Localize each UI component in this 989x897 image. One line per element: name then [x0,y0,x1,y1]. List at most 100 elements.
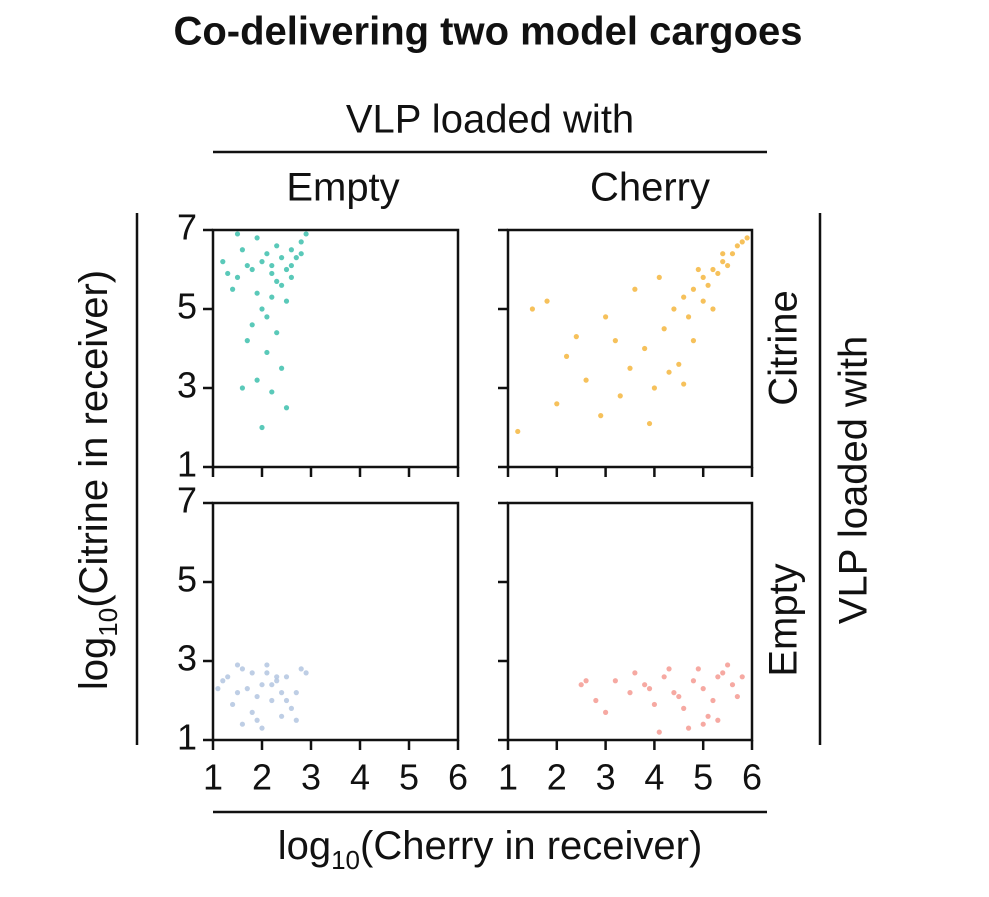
point [583,678,589,684]
y-tick-label: 3 [177,365,197,406]
point [661,326,667,332]
point [632,670,638,676]
point [651,701,658,708]
point [259,725,265,731]
point [225,674,231,680]
x-label-subscript: 10 [331,845,360,875]
point [264,251,270,257]
point [230,701,236,708]
point [234,662,241,668]
y-tick-label: 5 [177,286,197,327]
point [244,686,250,692]
point [671,306,677,312]
point [298,239,304,245]
point [254,377,260,383]
point [279,282,285,288]
point [283,674,290,680]
point [578,682,584,688]
point [279,690,285,696]
point [274,278,280,284]
figure-title: Co-delivering two model cargoes [173,10,802,54]
point [720,670,726,676]
point [573,334,579,340]
point [303,670,309,676]
point [666,666,672,672]
y-tick-label: 7 [177,207,197,248]
point [283,266,290,273]
x-tick-label: 5 [399,757,419,798]
y-axis-label: log10(Citrine in receiver) [72,270,123,690]
point [734,693,740,700]
point [695,266,701,273]
y-tick-label: 3 [177,638,197,679]
point [739,239,745,245]
point [661,674,667,680]
point [705,713,711,719]
point [249,266,255,273]
point [283,405,290,411]
point [715,674,721,680]
point [617,393,623,399]
point [734,243,740,249]
x-tick-label: 3 [301,757,321,798]
point [269,389,275,395]
point [593,697,599,704]
point [705,282,711,288]
point [293,717,299,723]
y-tick-label: 7 [177,480,197,521]
row-label: Empty [762,563,806,676]
point [298,666,304,672]
point [666,369,672,375]
point [239,666,245,672]
point [259,424,265,431]
point [642,345,648,352]
point [676,693,682,700]
point [279,255,285,261]
point [274,674,280,680]
point [264,314,270,320]
point [715,717,721,723]
point [234,231,241,237]
panel [498,228,754,477]
point [642,682,648,688]
point [729,251,736,257]
point [515,428,521,435]
point [725,662,731,668]
point [729,682,736,688]
point [259,682,265,688]
point [269,270,275,277]
point [676,361,682,367]
point [603,709,609,715]
point [646,420,653,427]
point [681,705,687,712]
x-tick-label: 1 [498,757,518,798]
point [244,262,250,269]
point [739,674,745,680]
point [603,314,609,320]
point [612,678,618,684]
point [681,294,687,300]
point [244,338,250,344]
panel-frame [506,501,754,742]
y-label-subscript: 10 [93,608,123,637]
point [259,259,265,265]
point [646,686,653,692]
point [529,306,536,312]
point [254,290,260,296]
x-tick-label: 6 [742,757,762,798]
point [690,678,697,684]
point [269,294,275,300]
point [700,721,706,727]
point [671,690,677,696]
row-label: Citrine [762,290,806,406]
point [554,401,560,407]
point [293,690,299,696]
point [710,306,716,312]
column-header: VLP loaded with [346,98,634,142]
point [249,709,255,715]
panel-frame [211,228,460,469]
panel-frame [211,501,460,742]
point [254,717,260,723]
